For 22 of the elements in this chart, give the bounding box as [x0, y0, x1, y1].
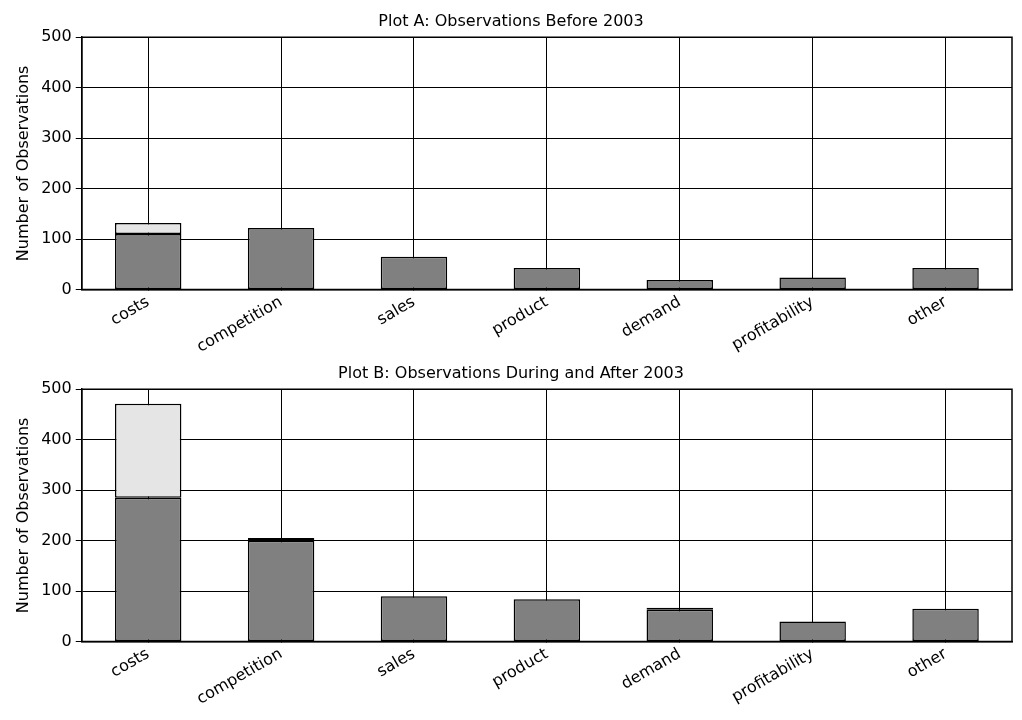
- x-tick-label: costs: [106, 643, 153, 681]
- x-tick-label: sales: [373, 643, 419, 681]
- x-tick-label: costs: [106, 291, 153, 329]
- y-tick-label: 200: [41, 529, 72, 549]
- y-axis-title: Number of Observations: [12, 417, 32, 614]
- y-tick-label: 400: [41, 428, 72, 448]
- y-tick-label: 300: [41, 479, 72, 499]
- y-tick-label: 0: [61, 630, 72, 650]
- y-axis-title: Number of Observations: [12, 65, 32, 262]
- y-tick-label: 400: [41, 76, 72, 96]
- y-tick-label: 200: [41, 177, 72, 197]
- x-tick-label: sales: [373, 291, 419, 329]
- y-tick-label: 0: [61, 278, 72, 298]
- y-tick-label: 500: [41, 378, 72, 398]
- x-tick-label: other: [903, 643, 950, 682]
- chart-title: Plot B: Observations During and After 2003: [338, 362, 684, 382]
- y-tick-label: 500: [41, 26, 72, 46]
- x-tick-label: other: [903, 291, 950, 330]
- y-tick-label: 100: [41, 580, 72, 600]
- y-tick-label: 100: [41, 228, 72, 248]
- y-tick-label: 300: [41, 127, 72, 147]
- chart-title: Plot A: Observations Before 2003: [378, 10, 644, 30]
